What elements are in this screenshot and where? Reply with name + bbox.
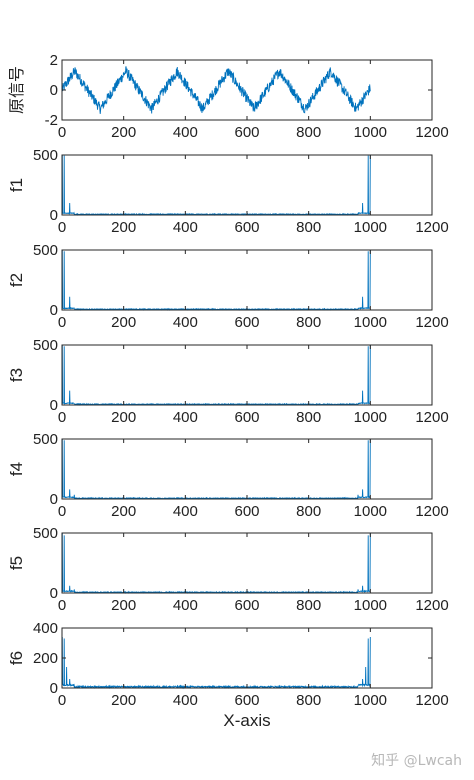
y-axis-label: f4 [7, 462, 26, 476]
axes-box [61, 627, 433, 689]
y-tick-label: 0 [50, 680, 58, 697]
y-tick-label: 0 [50, 585, 58, 602]
x-tick-label: 800 [296, 692, 321, 709]
x-tick-label: 200 [111, 314, 136, 331]
axes-box [61, 532, 433, 594]
y-axis-label: 原信号 [7, 66, 26, 114]
y-tick-label: 200 [33, 650, 58, 667]
subplot-2: 0 200 400 600 800 1000 1200 0 500 f1 [7, 147, 449, 236]
x-tick-label: 1200 [415, 597, 448, 614]
x-tick-label: 1200 [415, 219, 448, 236]
series-line [61, 532, 371, 594]
series-line [61, 66, 371, 114]
x-tick-label: 1000 [354, 692, 387, 709]
y-tick-label: -2 [45, 112, 58, 129]
subplot-3: 0 200 400 600 800 1000 1200 0 500 f2 [7, 242, 449, 331]
x-tick-label: 600 [234, 503, 259, 520]
y-tick-label: 2 [50, 52, 58, 69]
x-tick-label: 400 [173, 597, 198, 614]
x-tick-label: 0 [58, 409, 66, 426]
x-tick-label: 800 [296, 314, 321, 331]
y-tick-label: 400 [33, 620, 58, 637]
x-tick-label: 600 [234, 597, 259, 614]
axes-box [61, 59, 433, 121]
watermark: 知乎 @Lwcah [371, 753, 462, 769]
axes-box [61, 344, 433, 406]
y-axis-label: f6 [7, 651, 26, 665]
x-tick-label: 1000 [354, 219, 387, 236]
series-line [61, 249, 371, 311]
y-axis-label: f5 [7, 556, 26, 570]
x-tick-label: 1200 [415, 503, 448, 520]
x-tick-label: 0 [58, 692, 66, 709]
subplot-6: 0 200 400 600 800 1000 1200 0 500 f5 [7, 525, 449, 614]
y-axis-label: f3 [7, 368, 26, 382]
x-tick-label: 0 [58, 124, 66, 141]
x-axis-label: X-axis [223, 711, 270, 730]
x-tick-label: 400 [173, 314, 198, 331]
x-tick-label: 400 [173, 409, 198, 426]
x-tick-label: 1000 [354, 597, 387, 614]
series-line [61, 344, 371, 406]
series-line [61, 438, 371, 500]
x-tick-label: 200 [111, 692, 136, 709]
x-tick-label: 600 [234, 692, 259, 709]
y-tick-label: 500 [33, 525, 58, 542]
x-tick-label: 600 [234, 314, 259, 331]
y-tick-label: 500 [33, 147, 58, 164]
x-tick-label: 400 [173, 219, 198, 236]
subplot-5: 0 200 400 600 800 1000 1200 0 500 f4 [7, 431, 449, 520]
x-tick-label: 0 [58, 597, 66, 614]
x-tick-label: 200 [111, 219, 136, 236]
x-tick-label: 200 [111, 503, 136, 520]
x-tick-label: 800 [296, 219, 321, 236]
x-tick-label: 400 [173, 692, 198, 709]
x-tick-label: 800 [296, 124, 321, 141]
axes-box [61, 438, 433, 500]
x-tick-label: 800 [296, 409, 321, 426]
x-tick-label: 800 [296, 597, 321, 614]
y-tick-label: 500 [33, 242, 58, 259]
x-tick-label: 1200 [415, 314, 448, 331]
axes-box [61, 154, 433, 216]
x-tick-label: 0 [58, 503, 66, 520]
x-tick-label: 800 [296, 503, 321, 520]
axes-box [61, 249, 433, 311]
x-tick-label: 0 [58, 314, 66, 331]
y-axis-label: f2 [7, 273, 26, 287]
subplot-7: 0 200 400 600 800 1000 1200 0 200 400 f6 X-axis [7, 620, 449, 730]
y-tick-label: 0 [50, 82, 58, 99]
x-tick-label: 200 [111, 409, 136, 426]
y-tick-label: 0 [50, 207, 58, 224]
y-tick-label: 0 [50, 302, 58, 319]
y-tick-label: 0 [50, 491, 58, 508]
x-tick-label: 600 [234, 124, 259, 141]
x-tick-label: 400 [173, 503, 198, 520]
y-tick-label: 500 [33, 431, 58, 448]
series-line [61, 154, 371, 216]
y-axis-label: f1 [7, 178, 26, 192]
x-tick-label: 600 [234, 409, 259, 426]
x-tick-label: 1200 [415, 692, 448, 709]
x-tick-label: 1000 [354, 124, 387, 141]
y-tick-label: 0 [50, 397, 58, 414]
x-tick-label: 200 [111, 124, 136, 141]
x-tick-label: 200 [111, 597, 136, 614]
series-line [61, 636, 371, 690]
x-tick-label: 0 [58, 219, 66, 236]
x-tick-label: 1000 [354, 503, 387, 520]
x-tick-label: 1000 [354, 314, 387, 331]
x-tick-label: 1200 [415, 409, 448, 426]
x-tick-label: 1200 [415, 124, 448, 141]
x-tick-label: 1000 [354, 409, 387, 426]
x-tick-label: 400 [173, 124, 198, 141]
x-tick-label: 600 [234, 219, 259, 236]
y-tick-label: 500 [33, 337, 58, 354]
subplot-4: 0 200 400 600 800 1000 1200 0 500 f3 [7, 337, 449, 426]
